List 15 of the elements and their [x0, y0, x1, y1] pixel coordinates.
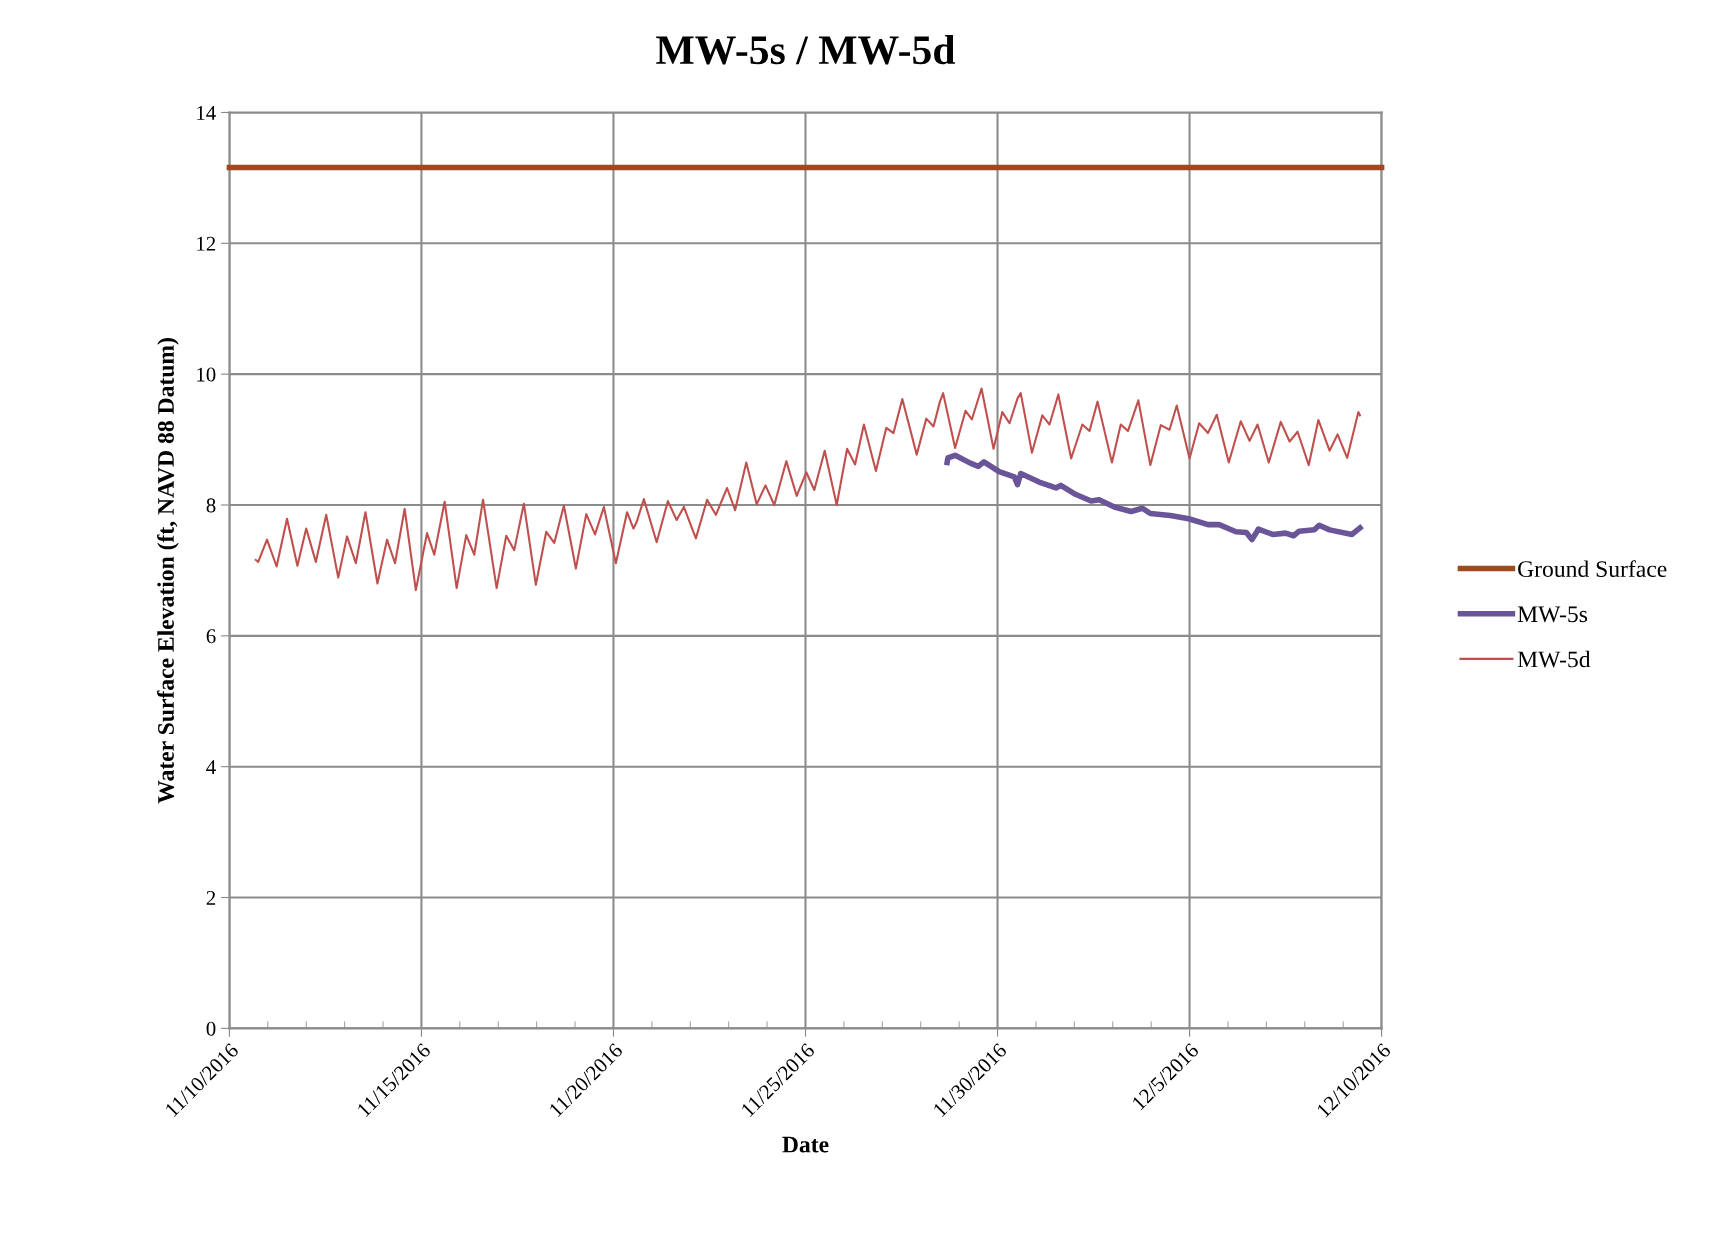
- chart-title: MW-5s / MW-5d: [656, 34, 956, 65]
- x-axis-title: Date: [782, 1136, 829, 1153]
- y-tick-label: 4: [206, 760, 216, 774]
- y-tick-label: 12: [197, 236, 216, 251]
- y-tick-label: 2: [206, 890, 216, 905]
- legend-label: Ground Surface: [1518, 560, 1667, 578]
- y-tick-label: 8: [206, 498, 216, 513]
- line-series: [254, 387, 1362, 592]
- y-tick-label: 14: [197, 105, 216, 120]
- y-tick-label: 6: [206, 629, 216, 644]
- y-axis-title: Water Surface Elevation (ft, NAVD 88 Datum): [157, 338, 179, 804]
- y-tick-label: 10: [197, 367, 216, 382]
- legend-label: MW-5s: [1517, 606, 1588, 623]
- y-tick-label: 0: [206, 1021, 216, 1036]
- legend-label: MW-5d: [1517, 650, 1591, 668]
